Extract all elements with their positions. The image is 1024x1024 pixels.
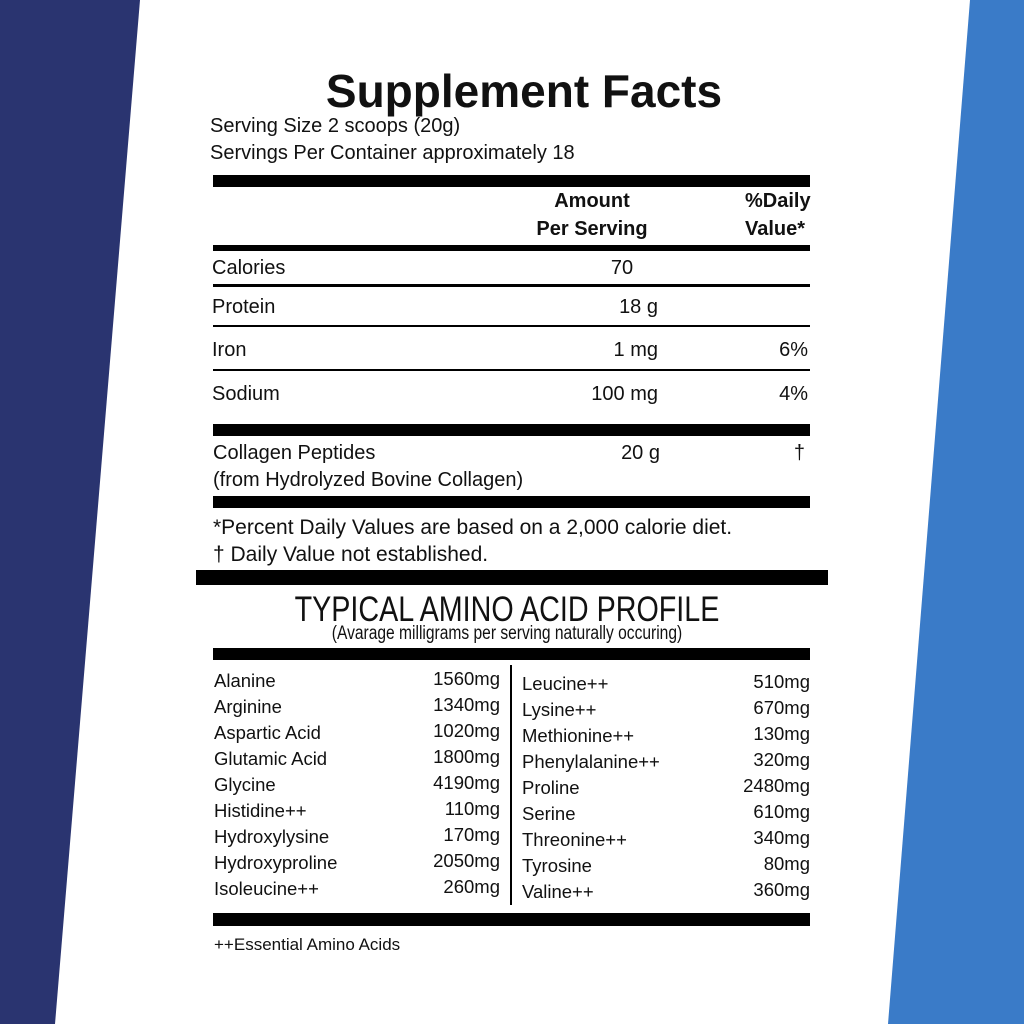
divider-bar <box>213 496 810 508</box>
amino-value: 170mg <box>443 824 500 845</box>
nutrient-amount: 70 <box>610 257 634 279</box>
amino-value: 2480mg <box>743 775 810 796</box>
row-divider <box>213 325 810 327</box>
amino-value: 670mg <box>753 697 810 718</box>
amino-name: Arginine <box>214 696 282 717</box>
amino-value: 80mg <box>763 853 810 874</box>
nutrient-amount: 18 g <box>619 296 658 318</box>
footnote-percent: *Percent Daily Values are based on a 2,0… <box>213 516 733 539</box>
amino-value: 340mg <box>753 827 810 848</box>
amino-name: Valine++ <box>522 881 594 902</box>
header-per-serving: Per Serving <box>536 218 648 240</box>
divider-bar <box>213 913 810 926</box>
amino-value: 360mg <box>753 879 810 900</box>
divider-bar <box>213 648 810 660</box>
serving-size: Serving Size 2 scoops (20g) <box>210 115 461 137</box>
divider-bar <box>213 424 810 436</box>
nutrient-amount: 100 mg <box>591 383 658 405</box>
amino-name: Tyrosine <box>522 855 592 876</box>
amino-name: Hydroxyproline <box>214 852 338 873</box>
amino-value: 610mg <box>753 801 810 822</box>
amino-value: 1800mg <box>433 746 500 767</box>
collagen-dv: † <box>793 442 805 464</box>
amino-name: Threonine++ <box>522 829 627 850</box>
amino-value: 510mg <box>753 671 810 692</box>
amino-value: 4190mg <box>433 772 500 793</box>
nutrient-amount: 1 mg <box>613 339 658 361</box>
row-divider <box>213 284 810 287</box>
collagen-source: (from Hydrolyzed Bovine Collagen) <box>213 469 524 491</box>
amino-name: Serine <box>522 803 576 824</box>
amino-value: 1340mg <box>433 694 500 715</box>
label-title: Supplement Facts <box>325 65 723 117</box>
amino-name: Histidine++ <box>214 800 307 821</box>
nutrient-dv: 6% <box>779 339 808 361</box>
divider-bar <box>213 245 810 251</box>
amino-name: Proline <box>522 777 580 798</box>
nutrient-name: Iron <box>212 339 247 361</box>
amino-value: 130mg <box>753 723 810 744</box>
nutrient-name: Sodium <box>212 383 280 405</box>
amino-value: 1020mg <box>433 720 500 741</box>
amino-subtitle: (Avarage milligrams per serving naturall… <box>331 623 683 644</box>
amino-name: Lysine++ <box>522 699 597 720</box>
nutrient-name: Calories <box>212 257 286 279</box>
nutrient-name: Protein <box>212 296 276 318</box>
servings-per-container: Servings Per Container approximately 18 <box>210 142 575 164</box>
column-divider <box>510 665 512 905</box>
amino-name: Glutamic Acid <box>214 748 328 769</box>
divider-bar <box>196 570 828 585</box>
nutrient-dv: 4% <box>779 383 808 405</box>
amino-value: 110mg <box>444 798 500 819</box>
header-amount: Amount <box>554 190 630 212</box>
footnote-dagger: † Daily Value not established. <box>213 543 489 566</box>
amino-name: Hydroxylysine <box>214 826 330 847</box>
collagen-amount: 20 g <box>621 442 660 464</box>
collagen-name: Collagen Peptides <box>213 442 376 464</box>
amino-name: Isoleucine++ <box>214 878 319 899</box>
amino-title: TYPICAL AMINO ACID PROFILE <box>294 590 720 629</box>
amino-name: Methionine++ <box>522 725 635 746</box>
amino-name: Aspartic Acid <box>214 722 321 743</box>
amino-value: 320mg <box>753 749 810 770</box>
row-divider <box>213 369 810 371</box>
amino-value: 2050mg <box>433 850 500 871</box>
amino-name: Phenylalanine++ <box>522 751 660 772</box>
amino-name: Alanine <box>214 670 276 691</box>
essential-footnote: ++Essential Amino Acids <box>214 935 401 954</box>
amino-value: 1560mg <box>433 668 500 689</box>
header-daily: %Daily <box>745 190 811 212</box>
amino-name: Leucine++ <box>522 673 609 694</box>
amino-value: 260mg <box>443 876 500 897</box>
divider-bar <box>213 175 810 187</box>
amino-name: Glycine <box>214 774 276 795</box>
header-value: Value* <box>745 218 806 240</box>
